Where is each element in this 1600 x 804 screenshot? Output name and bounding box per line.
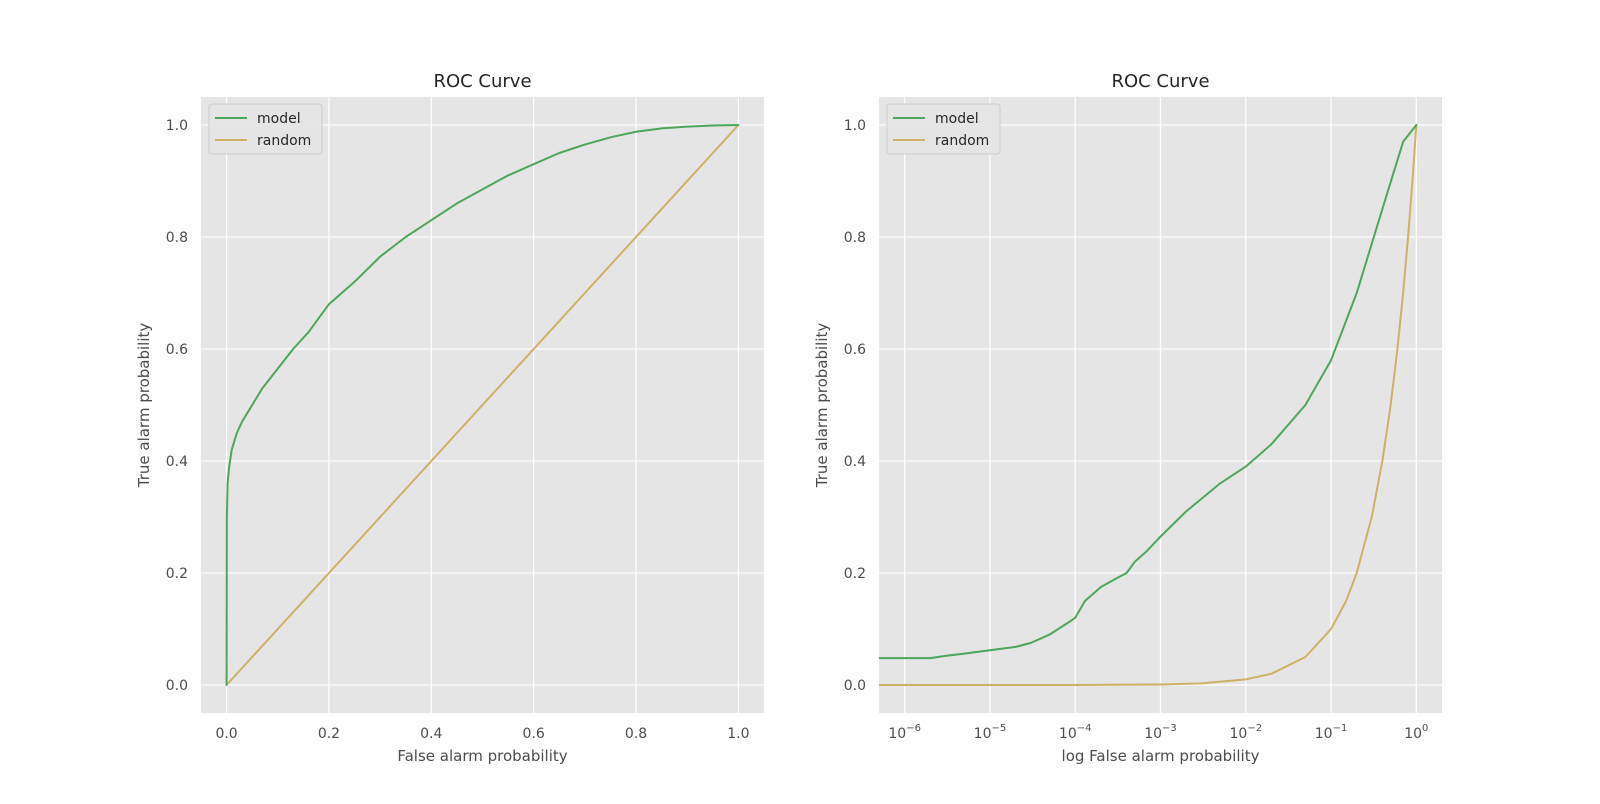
x-tick-label: 0.2 [318,726,340,742]
series-group [879,124,1418,686]
x-axis-label: False alarm probability [397,747,567,765]
y-tick-label: 0.2 [844,566,866,582]
series-line-model [879,124,1418,660]
legend-box [886,103,1001,155]
x-tick-label: 10−3 [1144,723,1177,742]
legend-box [208,103,323,155]
series-line-random [225,124,740,686]
y-tick-label: 0.4 [166,454,188,470]
y-axis-label: True alarm probability [813,323,831,489]
x-tick-label: 10−2 [1229,723,1262,742]
x-tick-label: 1.0 [727,726,749,742]
series-group [225,124,740,686]
chart-panel-1: 0.0 0.2 0.4 0.6 0.8 1.0 0.0 0.2 0.4 0.6 0.8 1.0 ROC … [135,71,764,765]
x-tick-label: 10−1 [1315,723,1348,742]
y-tick-label: 0.6 [844,342,866,358]
y-tick-label: 0.4 [844,454,866,470]
legend-label-random: random [935,133,989,149]
x-tick-label: 100 [1404,723,1428,742]
series-line-model [225,124,740,686]
y-tick-label: 1.0 [844,118,866,134]
series-line-random [879,124,1418,686]
y-tick-label: 0.0 [166,678,188,694]
y-tick-label: 0.0 [844,678,866,694]
legend: model random [208,103,323,155]
x-tick-label: 10−4 [1059,723,1092,742]
y-tick-label: 0.2 [166,566,188,582]
y-tick-label: 0.8 [844,230,866,246]
y-tick-label: 0.6 [166,342,188,358]
x-axis-label: log False alarm probability [1062,747,1260,765]
y-tick-label: 1.0 [166,118,188,134]
chart-title: ROC Curve [1111,71,1209,92]
chart-panel-2: 0.0 0.2 0.4 0.6 0.8 1.0 10−6 10−5 10−4 10−3 10−2 10… [813,71,1442,765]
x-tick-label: 0.8 [625,726,647,742]
legend-label-random: random [257,133,311,149]
legend-label-model: model [935,111,979,127]
legend: model random [886,103,1001,155]
chart-title: ROC Curve [433,71,531,92]
x-tick-label: 10−6 [888,723,921,742]
x-tick-label: 0.4 [420,726,442,742]
y-axis-label: True alarm probability [135,323,153,489]
y-tick-label: 0.8 [166,230,188,246]
x-tick-label: 0.6 [523,726,545,742]
x-tick-label: 0.0 [215,726,237,742]
legend-label-model: model [257,111,301,127]
x-tick-label: 10−5 [974,723,1007,742]
